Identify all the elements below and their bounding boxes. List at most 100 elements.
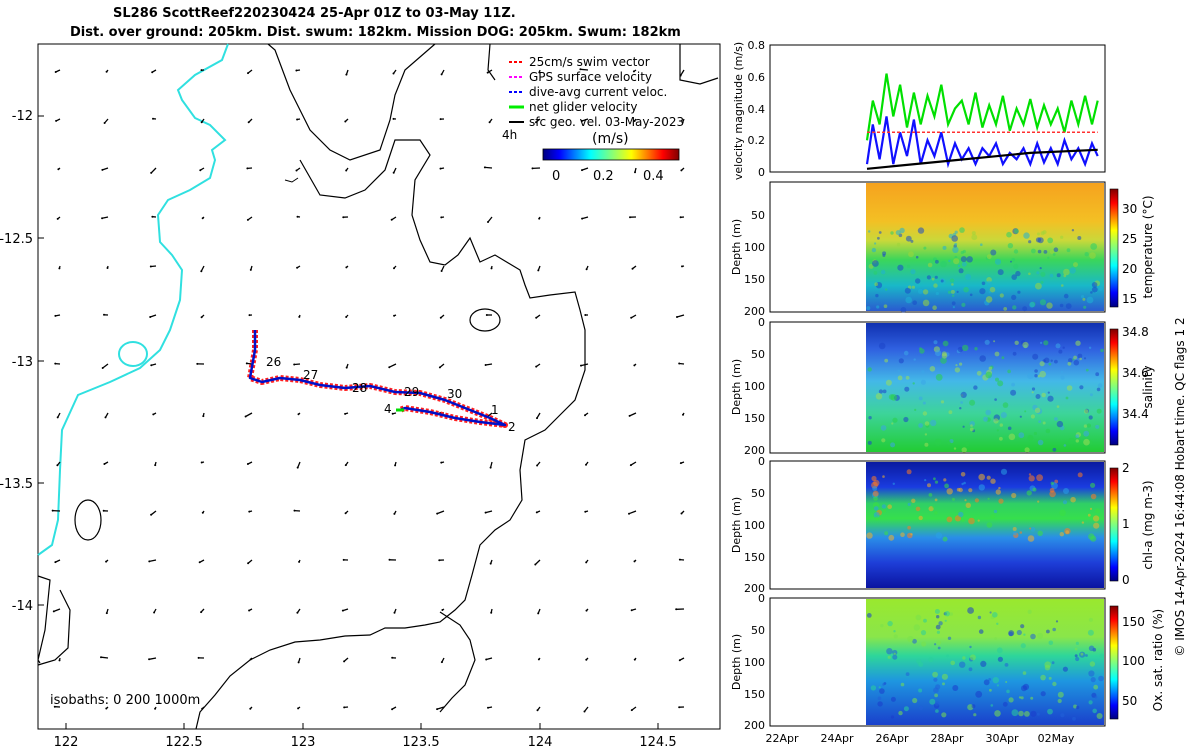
heatmap-sample	[1093, 522, 1100, 529]
temp-ytick: 50	[751, 209, 765, 222]
arrow-head	[153, 611, 156, 614]
sal-ytick: 0	[758, 316, 765, 329]
heatmap-sample	[892, 417, 898, 423]
heatmap-sample	[1048, 362, 1052, 366]
sal-ytick: 150	[744, 412, 765, 425]
arrow-head	[297, 707, 300, 710]
sal-colorbar-label: salinity	[1141, 365, 1155, 408]
geo-velocity-arrow	[297, 461, 301, 468]
arrow-head	[150, 364, 153, 367]
arrow-head	[393, 512, 396, 515]
heatmap-sample	[988, 291, 991, 294]
arrow-head	[295, 69, 298, 72]
arrow-head	[393, 314, 396, 317]
time-tick: 26Apr	[875, 732, 909, 745]
heatmap-sample	[1075, 439, 1080, 443]
heatmap-sample	[1030, 527, 1036, 532]
arrow-head	[538, 71, 541, 74]
heatmap-sample	[1006, 689, 1010, 694]
arrow-head	[581, 217, 584, 220]
heatmap-sample	[1023, 633, 1026, 636]
heatmap-sample	[957, 264, 961, 268]
heatmap-sample	[1066, 248, 1071, 253]
ox-ytick: 200	[744, 719, 765, 732]
map-x-ticks: 122 122.5 123 123.5 124 124.5	[54, 735, 677, 750]
temperature-panel	[769, 181, 1119, 313]
arrow-head	[490, 611, 493, 614]
heatmap-sample	[893, 630, 896, 633]
heatmap-sample	[1024, 447, 1030, 453]
velocity-series-line	[866, 148, 1098, 170]
heatmap-sample	[1040, 691, 1046, 697]
arrow-head	[536, 417, 538, 420]
track-day-27: 27	[303, 368, 318, 382]
heatmap-sample	[914, 408, 917, 411]
arrow-head	[345, 366, 348, 369]
heatmap-sample	[962, 656, 966, 660]
heatmap-sample	[960, 250, 964, 255]
arrow-head	[487, 706, 489, 709]
arrow-head	[202, 415, 205, 418]
arrow-head	[487, 221, 489, 223]
heatmap-sample	[1011, 709, 1019, 717]
heatmap-sample	[1093, 684, 1099, 690]
heatmap-sample	[875, 293, 879, 298]
geo-velocity-arrow	[484, 166, 493, 169]
arrow-head	[298, 560, 301, 563]
geo-velocity-arrow	[100, 656, 109, 659]
geo-velocity-arrow	[580, 363, 589, 367]
arrow-head	[628, 414, 631, 417]
heatmap-sample	[878, 231, 882, 234]
heatmap-sample	[1051, 661, 1055, 665]
legend-dive-avg-current: dive-avg current veloc.	[529, 85, 667, 99]
arrow-head	[56, 464, 59, 467]
heatmap-sample	[1060, 713, 1065, 718]
heatmap-sample	[1007, 369, 1011, 374]
heatmap-sample	[969, 645, 972, 649]
arrow-head	[342, 216, 345, 219]
temp-ytick: 200	[744, 305, 765, 318]
legend-4h-label: 4h	[502, 128, 517, 142]
arrow-head	[633, 658, 636, 661]
heatmap-sample	[866, 613, 872, 618]
arrow-head	[681, 121, 684, 124]
heatmap-sample	[1080, 652, 1084, 656]
heatmap-sample	[994, 258, 1002, 265]
heatmap-sample	[928, 493, 933, 497]
heatmap-sample	[904, 287, 911, 294]
heatmap-sample	[990, 249, 997, 256]
heatmap-sample	[1005, 681, 1008, 683]
arrow-head	[537, 269, 540, 272]
heatmap-sample	[1088, 700, 1093, 705]
heatmap-sample	[1086, 423, 1091, 428]
arrow-head	[295, 169, 298, 172]
heatmap-sample	[934, 498, 938, 502]
heatmap-sample	[1092, 708, 1097, 714]
arrow-head	[394, 464, 397, 467]
heatmap-sample	[1047, 237, 1054, 244]
heatmap-sample	[942, 245, 947, 250]
heatmap-sample	[1090, 291, 1093, 294]
heatmap-sample	[1010, 260, 1012, 263]
arrow-head	[392, 72, 395, 75]
heatmap-sample	[1083, 424, 1088, 428]
heatmap-sample	[959, 407, 962, 410]
isobath-ne	[487, 43, 719, 85]
arrow-head	[249, 658, 252, 661]
heatmap-sample	[905, 235, 912, 242]
heatmap-sample	[932, 305, 937, 311]
heatmap-sample	[1040, 674, 1046, 681]
map-y-ticks: -12 -12.5 -13 -13.5 -14	[0, 109, 33, 614]
heatmap-sample	[867, 440, 872, 445]
heatmap-sample	[1011, 258, 1016, 262]
heatmap-sample	[1037, 249, 1042, 254]
ox-ytick: 100	[744, 656, 765, 669]
heatmap-sample	[979, 355, 986, 362]
heatmap-sample	[1063, 268, 1070, 276]
legend-sfc-geo-vel: sfc geo. vel. 03-May-2023	[529, 115, 684, 129]
arrow-head	[675, 608, 678, 611]
arrow-head	[440, 270, 443, 272]
heatmap-sample	[1043, 250, 1048, 254]
temp-ytick: 100	[744, 241, 765, 254]
heatmap-sample	[1001, 356, 1005, 360]
